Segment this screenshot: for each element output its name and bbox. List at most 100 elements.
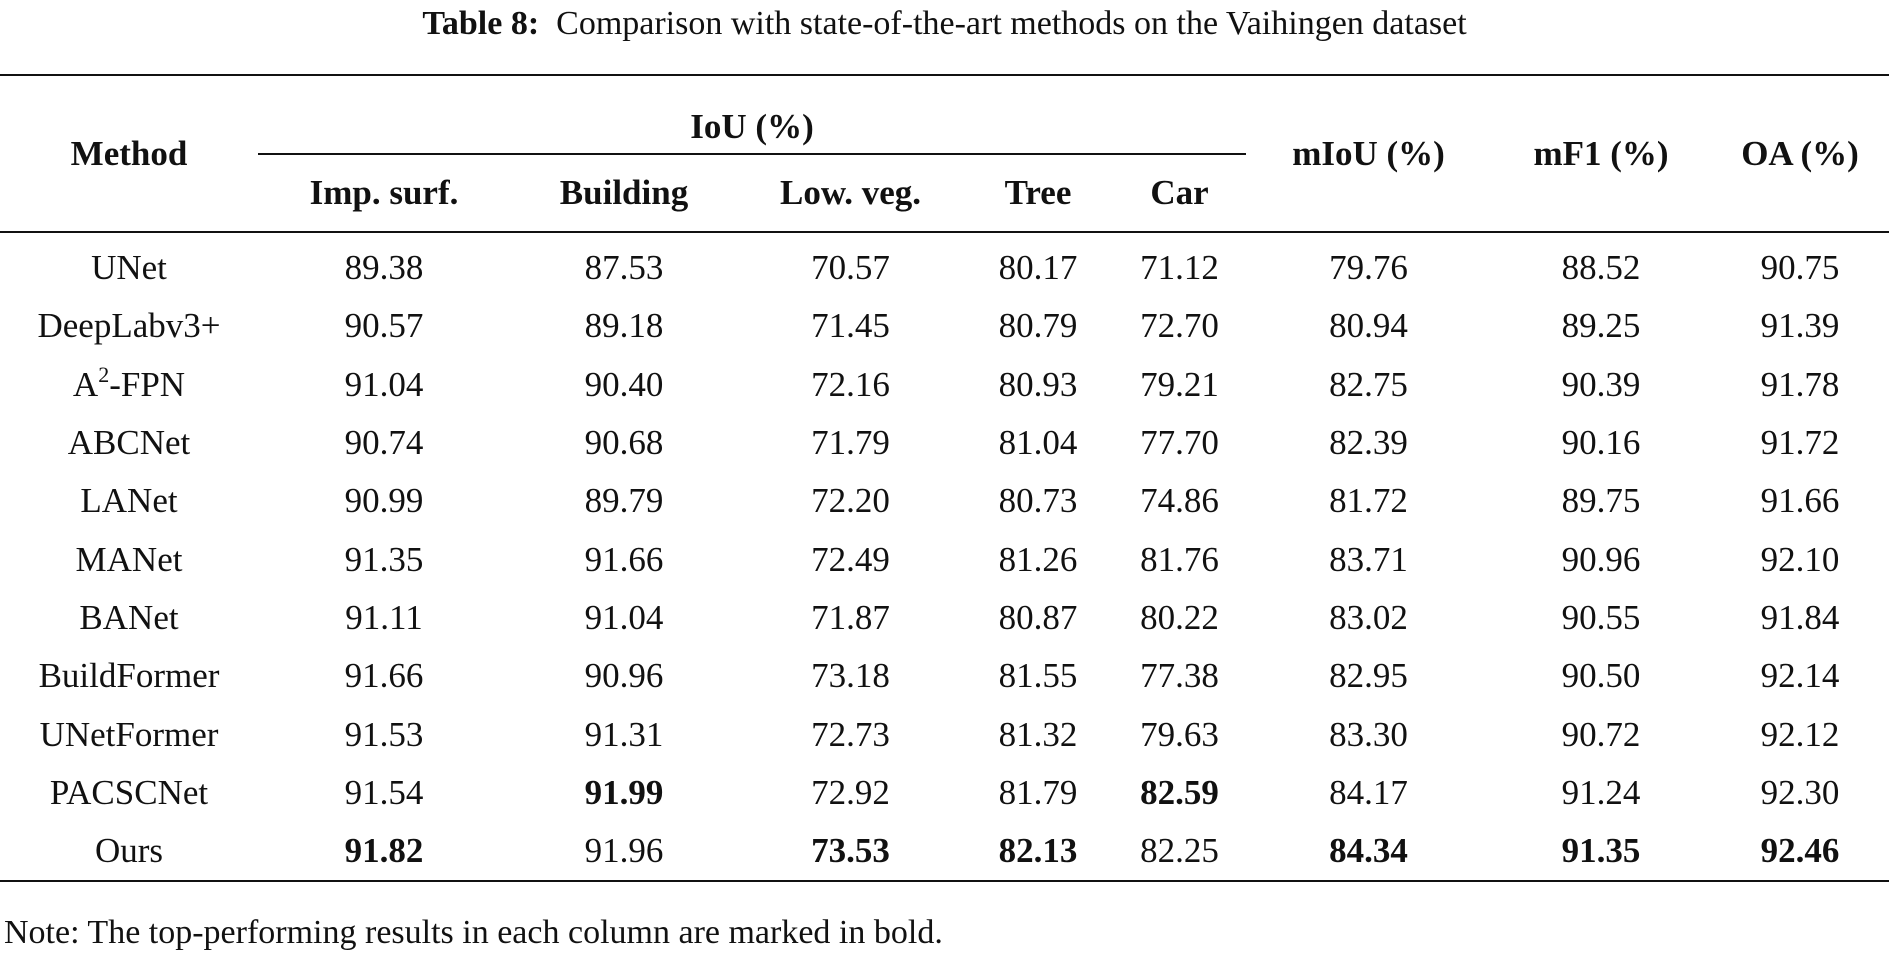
method-cell: DeepLabv3+ (37, 306, 221, 346)
table-row: ABCNet 90.74 90.68 71.79 81.04 77.70 82.39 90.1… (0, 414, 1889, 472)
header-iou-group: IoU (%) (258, 74, 1247, 155)
value-cell: 89.38 (344, 248, 424, 288)
method-cell: UNet (91, 248, 167, 288)
method-cell: BuildFormer (38, 656, 220, 696)
value-cell: 90.68 (584, 423, 664, 463)
header-car: Car (1113, 154, 1247, 233)
table-row: A2-FPN 91.04 90.40 72.16 80.93 79.21 82.75 90.3… (0, 356, 1889, 414)
header-low-veg: Low. veg. (738, 154, 963, 233)
value-cell: 91.66 (344, 656, 424, 696)
table-row: DeepLabv3+ 90.57 89.18 71.45 80.79 72.70 80.94… (0, 297, 1889, 355)
comparison-table: Method IoU (%) mIoU (%) mF1 (%) OA (%) I… (0, 74, 1889, 883)
value-cell: 80.93 (998, 364, 1078, 404)
table-row: Ours 91.82 91.96 73.53 82.13 82.25 84.34 91.35 9… (0, 821, 1889, 883)
value-cell: 73.53 (738, 821, 963, 883)
value-cell: 79.63 (1140, 714, 1219, 754)
value-cell: 91.84 (1760, 597, 1840, 637)
value-cell: 80.73 (998, 481, 1078, 521)
value-cell: 91.11 (345, 597, 423, 637)
table-row: BuildFormer 91.66 90.96 73.18 81.55 77.38 82.9… (0, 647, 1889, 705)
value-cell: 82.75 (1329, 364, 1408, 404)
table-body: UNet 89.38 87.53 70.57 80.17 71.12 79.76 88.52 9… (0, 232, 1889, 883)
value-cell: 80.94 (1329, 306, 1408, 346)
value-cell: 82.39 (1329, 423, 1408, 463)
value-cell: 91.04 (584, 597, 664, 637)
value-cell: 71.45 (811, 306, 890, 346)
value-cell: 81.55 (998, 656, 1078, 696)
value-cell: 72.20 (811, 481, 890, 521)
value-cell: 73.18 (811, 656, 890, 696)
header-tree: Tree (963, 154, 1113, 233)
value-cell: 77.38 (1140, 656, 1219, 696)
value-cell: 90.96 (1561, 539, 1641, 579)
value-cell: 81.76 (1140, 539, 1219, 579)
value-cell: 72.16 (811, 364, 890, 404)
method-cell: A2-FPN (72, 361, 186, 404)
value-cell: 84.17 (1329, 772, 1408, 812)
header-mf1: mF1 (%) (1491, 74, 1712, 233)
value-cell: 81.26 (998, 539, 1078, 579)
method-superscript: 2 (98, 361, 110, 387)
method-cell: PACSCNet (49, 772, 209, 812)
value-cell: 91.24 (1561, 772, 1641, 812)
value-cell: 81.04 (998, 423, 1078, 463)
value-cell: 72.73 (811, 714, 890, 754)
method-cell: Ours (0, 821, 258, 883)
value-cell: 83.30 (1329, 714, 1408, 754)
value-cell: 90.72 (1561, 714, 1641, 754)
value-cell: 79.76 (1329, 248, 1408, 288)
value-cell: 92.46 (1711, 821, 1889, 883)
value-cell: 91.35 (344, 539, 424, 579)
value-cell: 71.87 (811, 597, 890, 637)
value-cell: 91.31 (584, 714, 664, 754)
value-cell: 90.99 (344, 481, 424, 521)
method-cell: ABCNet (67, 423, 191, 463)
value-cell: 74.86 (1140, 481, 1219, 521)
value-cell: 83.02 (1329, 597, 1408, 637)
value-cell: 82.59 (1140, 772, 1219, 812)
value-cell: 82.25 (1113, 821, 1247, 883)
value-cell: 90.96 (584, 656, 664, 696)
method-cell: BANet (79, 597, 179, 637)
header-building: Building (510, 154, 738, 233)
value-cell: 91.96 (510, 821, 738, 883)
value-cell: 72.92 (811, 772, 890, 812)
value-cell: 82.95 (1329, 656, 1408, 696)
value-cell: 90.57 (344, 306, 424, 346)
header-oa: OA (%) (1711, 74, 1889, 233)
value-cell: 91.39 (1760, 306, 1840, 346)
value-cell: 90.16 (1561, 423, 1641, 463)
value-cell: 81.72 (1329, 481, 1408, 521)
value-cell: 83.71 (1329, 539, 1408, 579)
value-cell: 92.10 (1760, 539, 1840, 579)
value-cell: 90.75 (1760, 248, 1840, 288)
table-note: Note: The top-performing results in each… (4, 914, 943, 951)
value-cell: 71.79 (811, 423, 890, 463)
value-cell: 89.25 (1561, 306, 1641, 346)
value-cell: 80.22 (1140, 597, 1219, 637)
value-cell: 90.40 (584, 364, 664, 404)
value-cell: 88.52 (1561, 248, 1641, 288)
value-cell: 81.32 (998, 714, 1078, 754)
table-row: UNetFormer 91.53 91.31 72.73 81.32 79.63 83.30… (0, 705, 1889, 763)
value-cell: 87.53 (584, 248, 664, 288)
value-cell: 90.39 (1561, 364, 1641, 404)
value-cell: 71.12 (1140, 248, 1219, 288)
value-cell: 91.99 (584, 772, 664, 812)
caption-text: Comparison with state-of-the-art methods… (556, 5, 1467, 42)
value-cell: 84.34 (1246, 821, 1492, 883)
table-row: PACSCNet 91.54 91.99 72.92 81.79 82.59 84.17 91… (0, 764, 1889, 822)
method-cell: MANet (75, 539, 183, 579)
value-cell: 77.70 (1140, 423, 1219, 463)
value-cell: 81.79 (998, 772, 1078, 812)
table-row: MANet 91.35 91.66 72.49 81.26 81.76 83.71 90.96… (0, 530, 1889, 588)
table-caption: Table 8: Comparison with state-of-the-ar… (0, 0, 1889, 46)
table-row: LANet 90.99 89.79 72.20 80.73 74.86 81.72 89.75… (0, 472, 1889, 530)
value-cell: 72.49 (811, 539, 890, 579)
value-cell: 91.66 (1760, 481, 1840, 521)
value-cell: 89.79 (584, 481, 664, 521)
value-cell: 79.21 (1140, 364, 1219, 404)
value-cell: 91.54 (344, 772, 424, 812)
caption-label: Table 8: (422, 5, 540, 42)
value-cell: 80.79 (998, 306, 1078, 346)
